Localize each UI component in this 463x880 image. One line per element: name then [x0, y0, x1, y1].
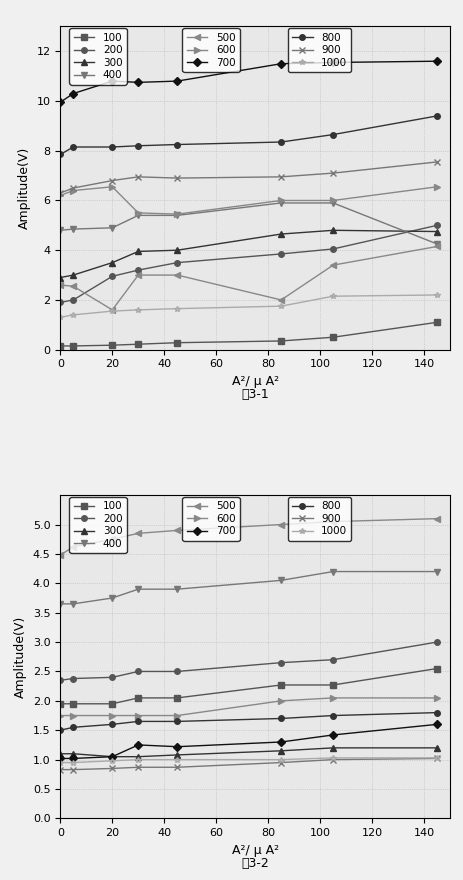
Legend: 800, 900, 1000: 800, 900, 1000 [287, 497, 350, 540]
Y-axis label: Amplitude(V): Amplitude(V) [18, 147, 31, 229]
X-axis label: A²/ μ A²: A²/ μ A² [231, 844, 278, 856]
X-axis label: A²/ μ A²: A²/ μ A² [231, 375, 278, 388]
Text: 图3-2: 图3-2 [241, 857, 269, 870]
Y-axis label: Amplitude(V): Amplitude(V) [14, 616, 27, 698]
Text: 图3-1: 图3-1 [241, 388, 269, 401]
Legend: 800, 900, 1000: 800, 900, 1000 [287, 28, 350, 72]
